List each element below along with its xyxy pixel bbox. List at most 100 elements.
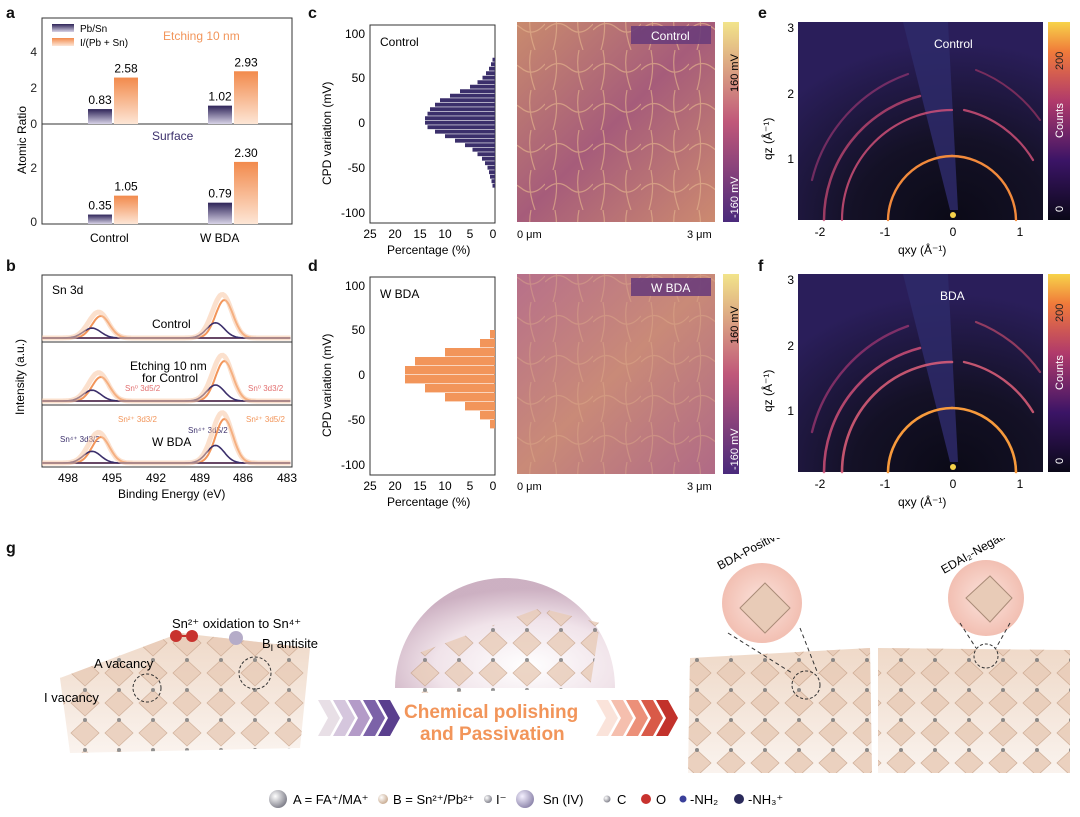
b-ann-sn4-32: Sn⁴⁺ 3d3/2 bbox=[60, 435, 100, 444]
a-value-label: 0.83 bbox=[88, 93, 112, 107]
dBars-bar-5 bbox=[405, 375, 495, 384]
e-xtick-m2: -2 bbox=[815, 225, 826, 239]
d-xtick-25: 25 bbox=[363, 479, 377, 493]
cBars-bar-8 bbox=[450, 93, 495, 98]
d-xtick-0: 0 bbox=[490, 479, 497, 493]
panel-e-chart: Control 3 2 1 -2 -1 0 1 qxy (Å⁻¹) qz (Å⁻… bbox=[760, 21, 1070, 257]
f-title: BDA bbox=[940, 289, 965, 303]
legend-sn4: Sn (IV) bbox=[543, 792, 583, 807]
a-xcat-wbda: W BDA bbox=[200, 231, 239, 245]
a-bar-top-0-1 bbox=[114, 77, 138, 124]
e-cbar-label: Counts bbox=[1054, 103, 1066, 138]
cBars-bar-16 bbox=[435, 129, 495, 134]
dBars-bar-7 bbox=[445, 393, 495, 402]
d-ylabel: CPD variation (mV) bbox=[320, 334, 334, 437]
b-xtick-492: 492 bbox=[146, 471, 166, 485]
g-i-vacancy-marker bbox=[132, 673, 162, 703]
e-ytick-3: 3 bbox=[787, 21, 794, 35]
g-o-atom2 bbox=[186, 630, 198, 642]
a-bar-bottom-0-1 bbox=[114, 195, 138, 224]
legend-c: C bbox=[617, 792, 626, 807]
b-xtick-486: 486 bbox=[233, 471, 253, 485]
cBars-bar-10 bbox=[435, 102, 495, 107]
panel-c-chart: Control CPD variation (mV) 100 50 0 -50 … bbox=[320, 22, 741, 257]
cBars-bar-11 bbox=[430, 107, 495, 112]
e-ytick-1: 1 bbox=[787, 152, 794, 166]
c-xtick-10: 10 bbox=[438, 227, 452, 241]
d-scale-min: 0 μm bbox=[517, 481, 542, 493]
cBars-bar-28 bbox=[492, 183, 495, 188]
g-oxidation-label: Sn²⁺ oxidation to Sn⁴⁺ bbox=[172, 616, 301, 631]
f-ytick-3: 3 bbox=[787, 273, 794, 287]
cBars-bar-25 bbox=[489, 170, 495, 175]
d-ytick-50: 50 bbox=[352, 323, 366, 337]
dBars-bar-2 bbox=[445, 348, 495, 357]
c-cbar-max: 160 mV bbox=[729, 53, 741, 92]
legend-c-icon bbox=[603, 795, 611, 803]
panel-label-e: e bbox=[758, 5, 767, 22]
b-row-etching2: for Control bbox=[142, 371, 198, 385]
b-row-etching: Etching 10 nm bbox=[130, 359, 207, 373]
legend-sn4-icon bbox=[516, 790, 534, 808]
b-xlabel: Binding Energy (eV) bbox=[118, 487, 225, 501]
cBars-bar-19 bbox=[465, 143, 495, 148]
b-xtick-489: 489 bbox=[190, 471, 210, 485]
cBars-bar-14 bbox=[425, 120, 495, 125]
c-colorbar bbox=[723, 22, 739, 222]
f-xtick-0: 0 bbox=[950, 477, 957, 491]
b-envelope-row1 bbox=[42, 352, 291, 404]
c-ytick-100: 100 bbox=[345, 27, 365, 41]
label-surface: Surface bbox=[152, 129, 194, 143]
e-cbar-0: 0 bbox=[1054, 206, 1066, 212]
c-map-label: Control bbox=[651, 29, 690, 43]
g-legend: A = FA⁺/MA⁺ B = Sn²⁺/Pb²⁺ I⁻ Sn (IV) C O… bbox=[269, 790, 783, 808]
b-envelope-row2 bbox=[42, 410, 291, 466]
c-ylabel: CPD variation (mV) bbox=[320, 82, 334, 185]
a-bar-bottom-1-0 bbox=[208, 202, 232, 224]
g-crystal-mid bbox=[405, 608, 600, 693]
legend-nh3-icon bbox=[734, 794, 744, 804]
legend-swatch-ipbsn bbox=[52, 38, 74, 46]
cBars-bar-1 bbox=[491, 62, 495, 67]
d-title: W BDA bbox=[380, 287, 419, 301]
a-bar-top-1-0 bbox=[208, 105, 232, 124]
e-xtick-0: 0 bbox=[950, 225, 957, 239]
panel-d-chart: W BDA CPD variation (mV) 100 50 0 -50 -1… bbox=[320, 274, 741, 509]
a-ylabel: Atomic Ratio bbox=[15, 106, 29, 174]
g-o-atom bbox=[170, 630, 182, 642]
c-xtick-25: 25 bbox=[363, 227, 377, 241]
cBars-bar-18 bbox=[455, 138, 495, 143]
f-ylabel: qz (Å⁻¹) bbox=[760, 370, 775, 412]
cBars-bar-6 bbox=[470, 84, 495, 89]
a-bar-top-1-1 bbox=[234, 71, 258, 124]
f-colorbar bbox=[1048, 274, 1070, 472]
f-cbar-200: 200 bbox=[1054, 304, 1066, 322]
cBars-bar-5 bbox=[477, 80, 495, 85]
a-value-label: 0.35 bbox=[88, 199, 112, 213]
a-top-tick-4: 4 bbox=[30, 45, 37, 59]
g-i-vacancy-label: I vacancy bbox=[44, 690, 99, 705]
cBars-bar-23 bbox=[485, 161, 495, 166]
panel-b-chart: Intensity (a.u.) Sn 3d Control Etching 1… bbox=[13, 274, 297, 501]
c-ytick-0: 0 bbox=[358, 116, 365, 130]
a-bot-tick-0: 0 bbox=[30, 215, 37, 229]
panel-a-chart: Pb/Sn I/(Pb + Sn) Etching 10 nm Surface … bbox=[15, 17, 293, 245]
f-cbar-label: Counts bbox=[1054, 355, 1066, 390]
e-cbar-200: 200 bbox=[1054, 52, 1066, 70]
b-row-wbda: W BDA bbox=[152, 435, 191, 449]
panel-label-g: g bbox=[6, 540, 16, 557]
dBars-bar-10 bbox=[490, 420, 495, 429]
a-bar-bottom-0-0 bbox=[88, 214, 112, 224]
c-xtick-15: 15 bbox=[413, 227, 427, 241]
b-ann-sn2-32: Sn²⁺ 3d3/2 bbox=[118, 415, 157, 424]
d-xtick-15: 15 bbox=[413, 479, 427, 493]
cBars-bar-24 bbox=[487, 165, 495, 170]
a-value-label: 1.05 bbox=[114, 180, 138, 194]
panel-label-b: b bbox=[6, 258, 16, 275]
e-xtick-m1: -1 bbox=[880, 225, 891, 239]
d-map-label: W BDA bbox=[651, 281, 690, 295]
cBars-bar-0 bbox=[492, 57, 495, 62]
d-scale-max: 3 μm bbox=[687, 481, 712, 493]
dBars-bar-9 bbox=[480, 411, 495, 420]
f-ytick-2: 2 bbox=[787, 339, 794, 353]
